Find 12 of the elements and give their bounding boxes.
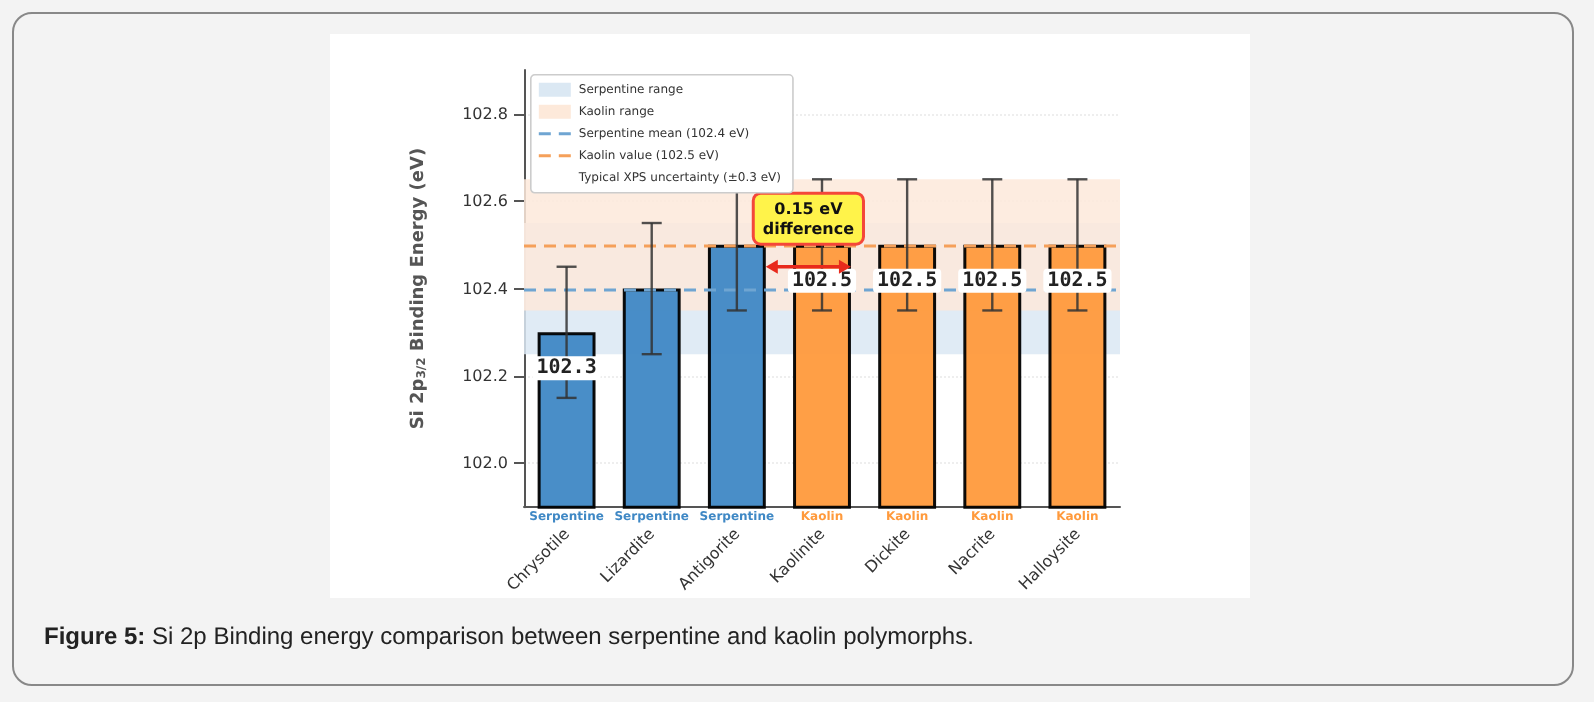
y-tick-label: 102.2 bbox=[462, 367, 508, 386]
y-tick-label: 102.0 bbox=[462, 454, 508, 473]
data-label: 102.5 bbox=[1047, 269, 1108, 292]
y-tick-label: 102.4 bbox=[462, 279, 508, 298]
caption: Figure 5: Si 2p Binding energy comparison between serpentine and kaolin polymorphs. bbox=[44, 622, 974, 650]
y-tick-label: 102.8 bbox=[462, 104, 508, 123]
data-label: 102.5 bbox=[877, 269, 938, 292]
annotation: 0.15 eV difference bbox=[762, 199, 856, 238]
data-label: 102.5 bbox=[962, 269, 1023, 292]
y-tick-label: 102.6 bbox=[462, 192, 508, 211]
data-label: 102.5 bbox=[791, 269, 853, 292]
data-label: 102.3 bbox=[536, 357, 597, 380]
